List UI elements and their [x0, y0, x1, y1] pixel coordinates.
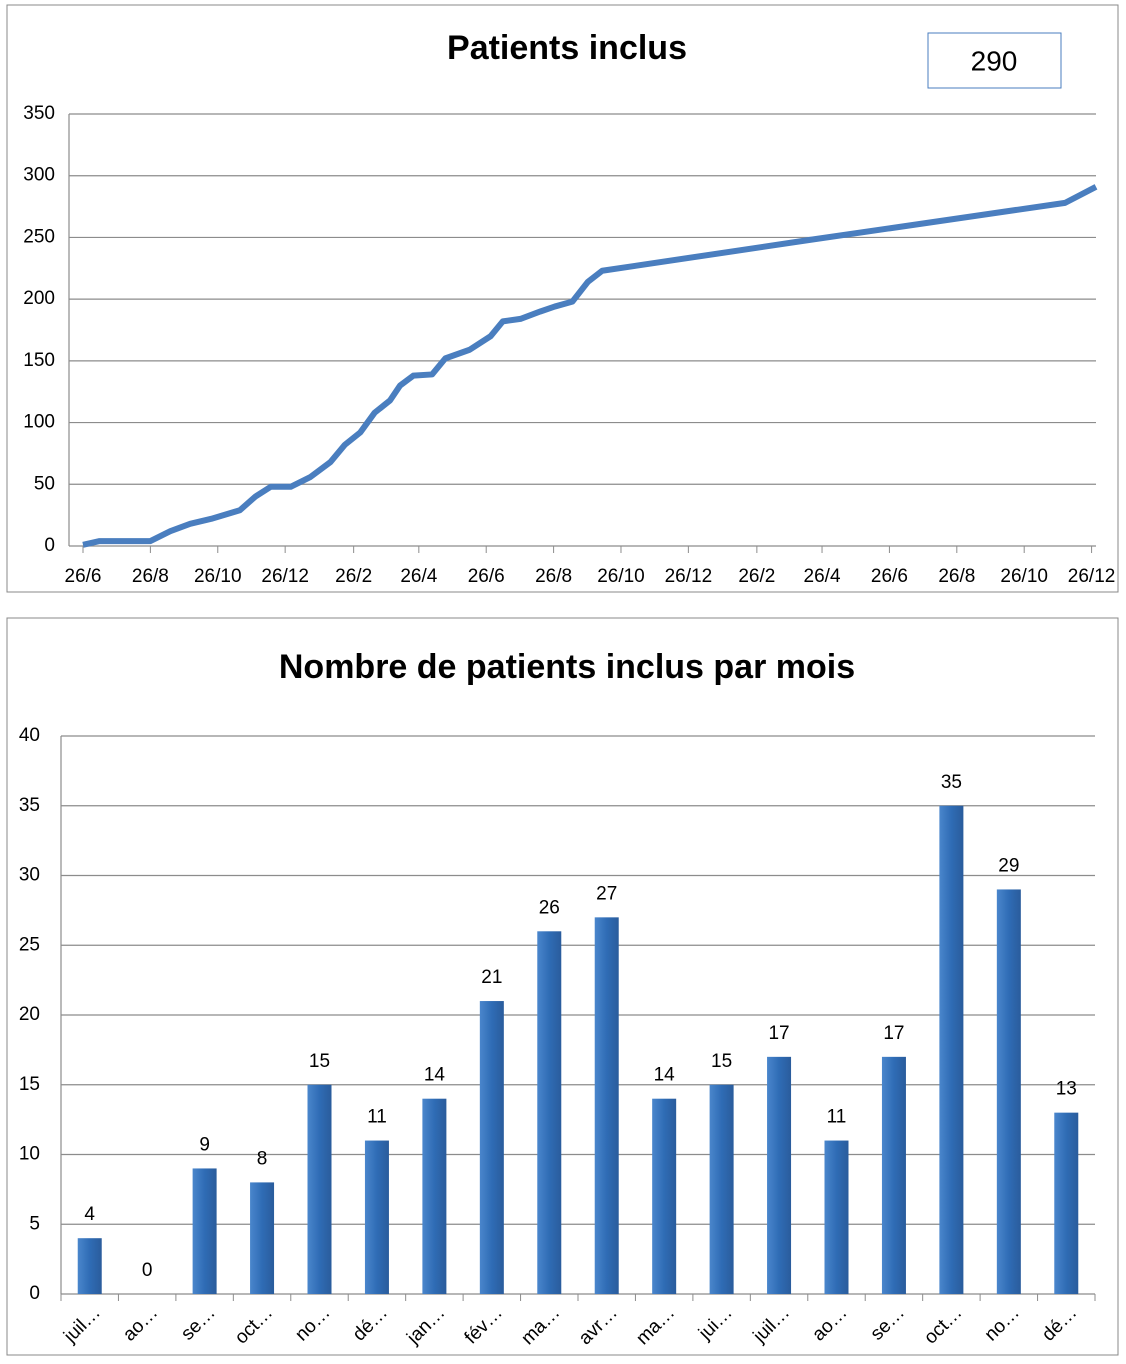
- data-label: 11: [827, 1107, 847, 1128]
- bar: [537, 931, 562, 1294]
- data-label: 27: [596, 883, 617, 904]
- data-label: 11: [367, 1107, 387, 1128]
- bar: [996, 889, 1021, 1294]
- chart-title: Nombre de patients inclus par mois: [279, 648, 855, 686]
- x-tick-label: 26/2: [335, 566, 372, 587]
- chart-frame: [6, 617, 1119, 1356]
- y-tick-label: 0: [44, 535, 55, 556]
- y-tick-label: 250: [23, 226, 55, 247]
- data-label: 29: [998, 855, 1019, 876]
- bar: [824, 1140, 849, 1294]
- data-label: 14: [424, 1065, 446, 1086]
- y-tick-label: 150: [23, 350, 55, 371]
- x-tick-label: 26/8: [132, 566, 169, 587]
- x-tick-label: 26/10: [194, 566, 242, 587]
- y-tick-label: 100: [23, 412, 55, 433]
- chart-frame: [6, 4, 1119, 593]
- y-tick-label: 0: [29, 1283, 40, 1304]
- bar: [422, 1098, 447, 1294]
- x-tick-label: dé…: [349, 1302, 392, 1345]
- bar: [307, 1084, 332, 1294]
- y-tick-label: 300: [23, 165, 55, 186]
- y-tick-label: 20: [19, 1004, 40, 1025]
- data-label: 0: [142, 1260, 153, 1281]
- data-label: 14: [654, 1065, 676, 1086]
- x-tick-label: no…: [981, 1302, 1024, 1345]
- x-tick-label: ao…: [808, 1302, 851, 1345]
- chart-title: Patients inclus: [447, 29, 687, 67]
- bar: [939, 805, 964, 1294]
- data-label: 9: [199, 1134, 210, 1155]
- x-tick-label: ao…: [119, 1302, 162, 1345]
- bar: [652, 1098, 677, 1294]
- data-label: 13: [1056, 1079, 1077, 1100]
- data-label: 8: [257, 1148, 268, 1169]
- x-tick-label: se…: [177, 1302, 219, 1344]
- y-tick-label: 10: [19, 1144, 40, 1165]
- y-tick-label: 350: [23, 103, 55, 124]
- y-tick-label: 50: [34, 473, 55, 494]
- x-tick-label: 26/8: [535, 566, 572, 587]
- x-tick-label: juil…: [59, 1302, 104, 1347]
- x-tick-label: dé…: [1038, 1302, 1081, 1345]
- x-tick-label: 26/6: [65, 566, 102, 587]
- x-tick-label: no…: [291, 1302, 334, 1345]
- data-label: 4: [84, 1204, 95, 1225]
- bar: [479, 1001, 504, 1294]
- y-tick-label: 30: [19, 865, 40, 886]
- line-series: [82, 184, 1098, 548]
- data-label: 17: [883, 1023, 904, 1044]
- x-tick-label: 26/4: [400, 566, 437, 587]
- y-tick-label: 25: [19, 934, 40, 955]
- bar: [364, 1140, 389, 1294]
- x-tick-label: ma…: [517, 1302, 564, 1349]
- x-tick-label: oct…: [231, 1302, 277, 1348]
- bar: [594, 917, 619, 1294]
- x-tick-label: fév…: [461, 1302, 507, 1348]
- x-tick-label: 26/6: [468, 566, 505, 587]
- y-tick-label: 15: [19, 1074, 40, 1095]
- bar: [881, 1056, 906, 1294]
- x-tick-label: jui…: [694, 1302, 736, 1344]
- x-tick-label: 26/12: [1068, 566, 1116, 587]
- x-tick-label: 26/10: [1000, 566, 1048, 587]
- data-label: 26: [539, 897, 560, 918]
- x-tick-label: ma…: [632, 1302, 679, 1349]
- x-tick-label: 26/8: [938, 566, 975, 587]
- x-tick-label: 26/12: [665, 566, 713, 587]
- annotation: 290: [971, 45, 1018, 76]
- y-tick-label: 40: [19, 725, 40, 746]
- y-tick-label: 35: [19, 795, 40, 816]
- x-tick-label: avr…: [575, 1302, 622, 1349]
- x-tick-label: jan…: [403, 1302, 450, 1349]
- data-label: 35: [941, 772, 962, 793]
- data-label: 17: [768, 1023, 789, 1044]
- bar: [1054, 1112, 1079, 1294]
- x-tick-label: oct…: [920, 1302, 966, 1348]
- x-tick-label: 26/6: [871, 566, 908, 587]
- bar: [250, 1182, 275, 1294]
- x-tick-label: 26/4: [804, 566, 841, 587]
- y-tick-label: 200: [23, 288, 55, 309]
- bar: [709, 1084, 734, 1294]
- y-tick-label: 5: [29, 1213, 40, 1234]
- x-tick-label: 26/12: [261, 566, 309, 587]
- data-label: 15: [309, 1051, 330, 1072]
- x-tick-label: se…: [867, 1302, 909, 1344]
- x-tick-label: juil…: [749, 1302, 794, 1347]
- bar: [77, 1238, 102, 1294]
- data-label: 15: [711, 1051, 732, 1072]
- annotation-box: [927, 32, 1062, 89]
- bar: [192, 1168, 217, 1294]
- bar: [767, 1056, 792, 1294]
- x-tick-label: 26/2: [738, 566, 775, 587]
- data-label: 21: [481, 967, 502, 988]
- x-tick-label: 26/10: [597, 566, 645, 587]
